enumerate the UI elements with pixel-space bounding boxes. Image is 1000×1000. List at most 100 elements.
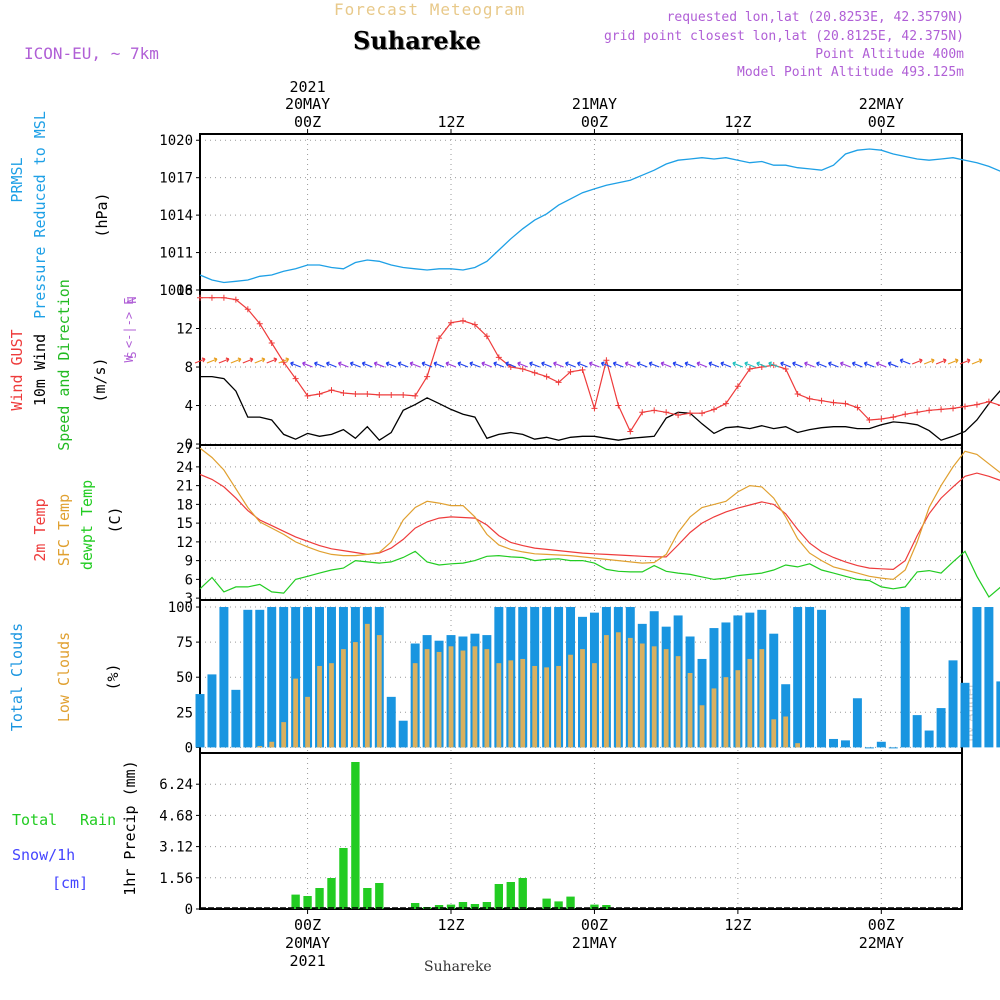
gust-marker [830,399,837,406]
total-cloud-bar [960,682,970,748]
low-cloud-bar [520,658,526,748]
total-cloud-bar [303,607,313,748]
gust-marker [579,366,586,373]
gust-marker [806,395,813,402]
gust-marker [710,406,717,413]
low-cloud-bar [580,649,585,748]
low-cloud-bar [723,677,729,748]
rain-bar [590,904,599,909]
rain-bar [351,762,360,909]
wind-direction-arrow [863,361,875,368]
wind-direction-arrow [218,357,230,364]
total-cloud-bar [996,681,1000,748]
gust-marker [734,383,741,390]
gust-marker [232,296,239,303]
label-precip: 1hr Precip (mm) [121,760,139,895]
wind-direction-arrow [493,361,505,368]
total-cloud-bar [852,698,862,748]
label-hpa: (hPa) [93,192,111,237]
y-tick-label: 27 [176,441,193,457]
low-cloud-bar [795,743,801,748]
wind-direction-arrow [314,361,325,368]
gust-marker [961,403,968,410]
date-label-top: 22MAY [859,95,904,113]
rain-bar [375,883,384,909]
rain-bar [542,898,551,909]
y-tick-label: 100 [168,600,193,616]
wind-direction-arrow [409,361,421,368]
y-tick-label: 9 [185,554,193,570]
wind-direction-arrow [947,358,959,365]
wind-direction-arrow [756,361,768,368]
gust-marker [364,390,371,397]
wind-direction-arrow [887,361,899,368]
wind-speed-line [200,375,1000,442]
wind-direction-arrow [529,361,540,368]
gust-marker [746,365,753,372]
label-direction: Speed and Direction [55,279,73,451]
model-label: ICON-EU, ~ 7km [24,44,159,63]
wind-direction-arrow [792,361,803,368]
wind-direction-arrow [457,361,469,368]
rain-bar [315,888,324,909]
footer-location: Suhareke [424,959,492,975]
y-tick-label: 4 [185,399,193,415]
y-tick-label: 25 [176,705,193,721]
total-cloud-bar [207,674,217,748]
gust-marker [722,400,729,407]
low-cloud-bar [257,745,263,748]
panel-frame [199,752,963,910]
temp-sfc-line [199,447,1000,581]
total-cloud-bar [267,607,277,748]
date-label-bottom: 21MAY [572,934,617,952]
gust-marker [543,373,550,380]
wind-direction-arrow [839,361,851,368]
label-10m-wind: 10m Wind [31,334,49,406]
rain-bar [494,884,504,909]
label-total: Total [12,811,57,829]
low-cloud-bar [544,667,550,748]
gust-marker [651,407,658,414]
low-cloud-bar [783,716,789,748]
total-cloud-bar [876,741,886,748]
wind-direction-arrow [612,361,624,368]
x-tick-label-bottom: 12Z [437,916,464,934]
gust-marker [244,306,251,313]
gust-marker [519,365,526,372]
low-cloud-bar [281,722,287,748]
pressure-line [199,148,1000,284]
low-cloud-bar [615,632,621,748]
low-cloud-bar [341,649,346,748]
wind-direction-arrow [768,361,779,368]
wind-direction-arrow [804,361,815,368]
total-cloud-bar [769,633,779,748]
total-cloud-bar [817,609,827,748]
wind-direction-arrow [744,361,756,368]
gust-marker [316,390,323,397]
y-tick-label: 3 [185,591,193,607]
gust-marker [555,379,562,386]
gust-marker [567,368,574,375]
gust-marker [412,392,419,399]
label-2m-temp: 2m Temp [31,498,49,561]
gust-marker [471,321,478,328]
gust-marker [352,390,359,397]
wind-direction-arrow [684,361,696,368]
wind-direction-arrow [660,361,672,368]
rain-bar [470,904,480,909]
wind-direction-arrow [588,361,600,368]
low-cloud-bar [592,663,597,748]
low-cloud-bar [305,696,310,748]
gust-marker [699,410,706,417]
label-snow: Snow/1h [12,846,75,864]
x-tick-label-bottom: 12Z [724,916,751,934]
total-cloud-bar [829,738,838,748]
gust-marker [878,416,885,423]
y-tick-label: 1020 [159,133,193,149]
wind-direction-arrow [553,361,564,368]
gust-marker [687,410,694,417]
label-cm: [cm] [52,874,88,892]
gust-marker [902,411,909,418]
low-cloud-bar [448,646,454,748]
gust-marker [328,387,335,394]
